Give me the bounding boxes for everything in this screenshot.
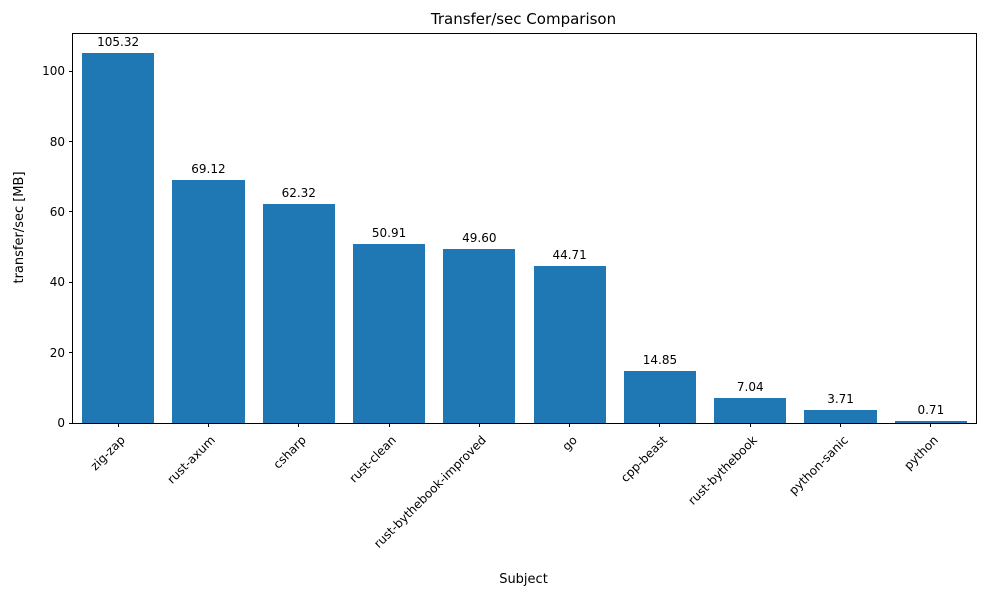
bar-rust-clean bbox=[352, 243, 426, 423]
plot-area: 0 20 40 60 80 100 105.32 zig-zap 69.12 rust-axum 6… bbox=[42, 33, 977, 551]
bar-value-label: 105.32 bbox=[97, 34, 140, 49]
y-tick-label: 0 bbox=[57, 416, 65, 430]
bar-value-label: 62.32 bbox=[281, 185, 316, 200]
y-tick-label: 60 bbox=[49, 204, 65, 219]
bar-python bbox=[894, 420, 967, 423]
x-tick-label: python bbox=[901, 433, 941, 473]
x-tick-label: csharp bbox=[270, 433, 309, 472]
x-tick-label: rust-axum bbox=[164, 433, 219, 487]
x-tick-label: python-sanic bbox=[785, 433, 851, 498]
bar-zig-zap bbox=[82, 52, 155, 423]
x-tick bbox=[749, 423, 751, 427]
bar-rust-bythebook-improved bbox=[443, 248, 516, 423]
x-tick bbox=[388, 423, 390, 427]
bar-value-label: 69.12 bbox=[191, 161, 226, 176]
x-tick bbox=[840, 423, 842, 427]
y-tick-label: 40 bbox=[49, 275, 65, 290]
x-tick bbox=[117, 423, 119, 427]
x-tick bbox=[930, 423, 932, 427]
y-tick bbox=[69, 352, 73, 354]
y-tick bbox=[69, 70, 73, 72]
bar-value-label: 14.85 bbox=[642, 352, 678, 367]
x-tick-label: go bbox=[559, 433, 580, 454]
chart-title: Transfer/sec Comparison bbox=[430, 10, 617, 28]
x-tick bbox=[478, 423, 480, 427]
x-tick bbox=[207, 423, 209, 427]
y-axis-label: transfer/sec [MB] bbox=[12, 171, 27, 284]
y-tick bbox=[69, 422, 73, 424]
bar-rust-axum bbox=[172, 179, 245, 423]
bar-go bbox=[533, 265, 606, 423]
y-tick-label: 100 bbox=[42, 64, 65, 79]
y-tick-label: 20 bbox=[49, 345, 65, 360]
bar-value-label: 3.71 bbox=[827, 391, 854, 406]
bar-rust-bythebook bbox=[714, 398, 787, 423]
x-axis-label: Subject bbox=[499, 572, 548, 587]
bar-value-label: 7.04 bbox=[736, 380, 764, 395]
bar-cpp-beast bbox=[623, 370, 697, 423]
y-tick bbox=[69, 281, 73, 283]
y-tick-label: 80 bbox=[49, 134, 65, 149]
x-tick-label: zig-zap bbox=[87, 433, 129, 474]
bar-value-label: 50.91 bbox=[371, 225, 407, 240]
x-tick-label: rust-bythebook bbox=[685, 433, 761, 508]
bar-csharp bbox=[262, 203, 335, 423]
y-tick bbox=[69, 211, 73, 213]
bar-value-label: 44.71 bbox=[552, 247, 587, 262]
x-tick-label: rust-clean bbox=[346, 433, 399, 486]
x-tick bbox=[298, 423, 300, 427]
bar-value-label: 49.60 bbox=[462, 230, 497, 245]
x-tick bbox=[659, 423, 661, 427]
x-tick-label: cpp-beast bbox=[617, 433, 670, 485]
bar-value-label: 0.71 bbox=[917, 402, 945, 417]
x-tick bbox=[569, 423, 571, 427]
y-tick bbox=[69, 141, 73, 143]
bar-python-sanic bbox=[804, 409, 877, 423]
